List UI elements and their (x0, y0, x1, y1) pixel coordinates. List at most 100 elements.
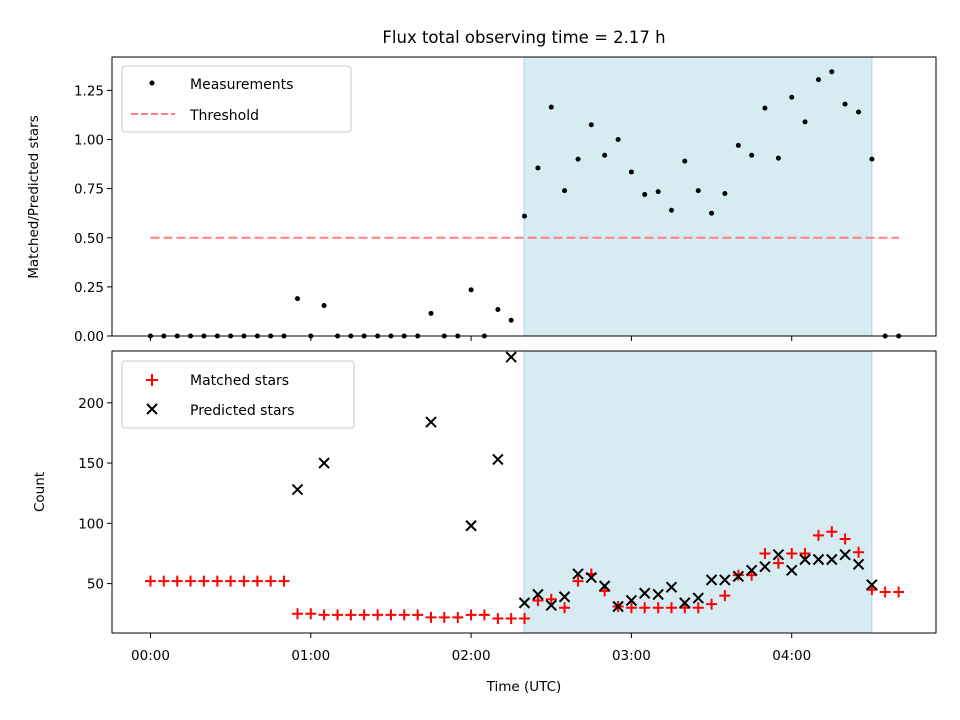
measurement-point (762, 105, 768, 111)
predicted-star-point (772, 548, 785, 561)
predicted-star-point (665, 581, 678, 593)
predicted-star-point (492, 453, 504, 466)
top-y-ticks: 0.00 0.25 0.50 0.75 1.00 1.25 (74, 83, 112, 345)
predicted-star-point (719, 574, 731, 586)
predicted-star-point (639, 587, 651, 599)
bottom-legend-box (121, 360, 355, 429)
predicted-star-point (612, 600, 624, 613)
predicted-star-point (465, 520, 477, 532)
matched-star-point (652, 602, 664, 614)
predicted-star-point (518, 597, 531, 609)
matched-star-point (398, 609, 410, 621)
predicted-star-point (652, 588, 664, 601)
measurement-point (695, 188, 701, 194)
matched-star-point (719, 590, 731, 602)
matched-star-point (572, 575, 584, 587)
measurement-point (562, 188, 568, 194)
matched-star-point (238, 575, 250, 587)
matched-star-point (198, 575, 210, 587)
matched-star-point (452, 611, 464, 623)
predicted-star-point (852, 558, 865, 571)
matched-star-point (385, 609, 397, 621)
matched-star-point (545, 593, 557, 605)
measurement-point (842, 101, 848, 107)
matched-star-point (759, 547, 771, 559)
predicted-star-point (558, 591, 571, 603)
matched-star-point (372, 609, 384, 621)
predicted-star-point (505, 351, 517, 363)
measurement-point (789, 94, 795, 100)
xtick-label: 01:00 (291, 648, 330, 664)
measurement-point (602, 152, 608, 158)
matched-star-point (812, 529, 824, 541)
measurement-point (521, 213, 527, 219)
legend-predicted-marker (146, 403, 158, 415)
matched-star-point (799, 547, 811, 559)
measurement-point (682, 158, 688, 164)
matched-star-point (772, 557, 784, 569)
matched-star-point (211, 575, 223, 587)
measurement-point (655, 189, 661, 195)
measurement-point (588, 122, 594, 128)
observing-window-bottom (523, 350, 873, 634)
matched-star-point (318, 609, 330, 621)
measurement-point (722, 191, 728, 197)
predicted-star-point (759, 561, 771, 573)
xtick-label: 04:00 (772, 648, 811, 664)
measurement-point (856, 109, 862, 115)
predicted-star-point (425, 416, 437, 428)
measurement-point (428, 310, 434, 316)
matched-star-point (665, 602, 677, 614)
measurement-point (668, 207, 674, 213)
xtick-label: 00:00 (131, 648, 170, 664)
matched-star-point (291, 608, 303, 620)
predicted-star-point (866, 579, 878, 591)
legend-matched-label: Matched stars (190, 373, 289, 389)
measurement-point (709, 210, 715, 216)
matched-star-point (265, 575, 277, 587)
matched-star-point (639, 602, 651, 614)
top-ytick-label: 0.50 (74, 231, 104, 247)
matched-star-point (251, 575, 263, 587)
predicted-star-point (679, 597, 691, 609)
matched-star-point (158, 575, 170, 587)
predicted-star-point (745, 564, 758, 577)
matched-star-point (345, 609, 357, 621)
matched-star-point (786, 547, 798, 559)
xtick-label: 03:00 (612, 648, 651, 664)
matched-star-point (625, 602, 637, 614)
bottom-x-ticks: 00:00 01:00 02:00 03:00 04:00 (131, 633, 811, 664)
measurement-point (321, 303, 327, 309)
predicted-star-point (786, 564, 798, 577)
matched-star-point (438, 611, 450, 623)
top-ytick-label: 0.00 (74, 329, 104, 345)
predicted-star-point (839, 548, 851, 561)
legend-predicted-label: Predicted stars (190, 403, 295, 419)
measurement-point (495, 306, 501, 312)
matched-star-point (185, 575, 197, 587)
predicted-star-point (799, 553, 811, 566)
bottom-axes-frame (111, 350, 937, 634)
matched-star-point (839, 533, 851, 545)
bottom-y-ticks: 50 100 150 200 (78, 396, 112, 593)
predicted-star-point (532, 588, 544, 601)
predicted-star-point (545, 599, 557, 611)
measurement-point (749, 152, 755, 158)
predicted-stars-series (291, 351, 878, 613)
top-ytick-label: 1.25 (74, 83, 104, 99)
bottom-ytick-label: 50 (87, 577, 104, 593)
matched-star-point (826, 526, 838, 538)
bottom-ytick-label: 200 (78, 396, 104, 412)
matched-star-point (879, 586, 891, 598)
predicted-star-point (705, 574, 718, 586)
measurement-point (829, 69, 835, 75)
matched-star-point (465, 609, 477, 621)
top-legend-box (121, 65, 352, 133)
legend-measurements-label: Measurements (190, 77, 293, 93)
predicted-star-point (812, 553, 825, 566)
predicted-star-point (826, 553, 838, 566)
measurement-point (775, 155, 781, 161)
observing-window-top (523, 56, 873, 337)
matched-star-point (492, 613, 504, 625)
